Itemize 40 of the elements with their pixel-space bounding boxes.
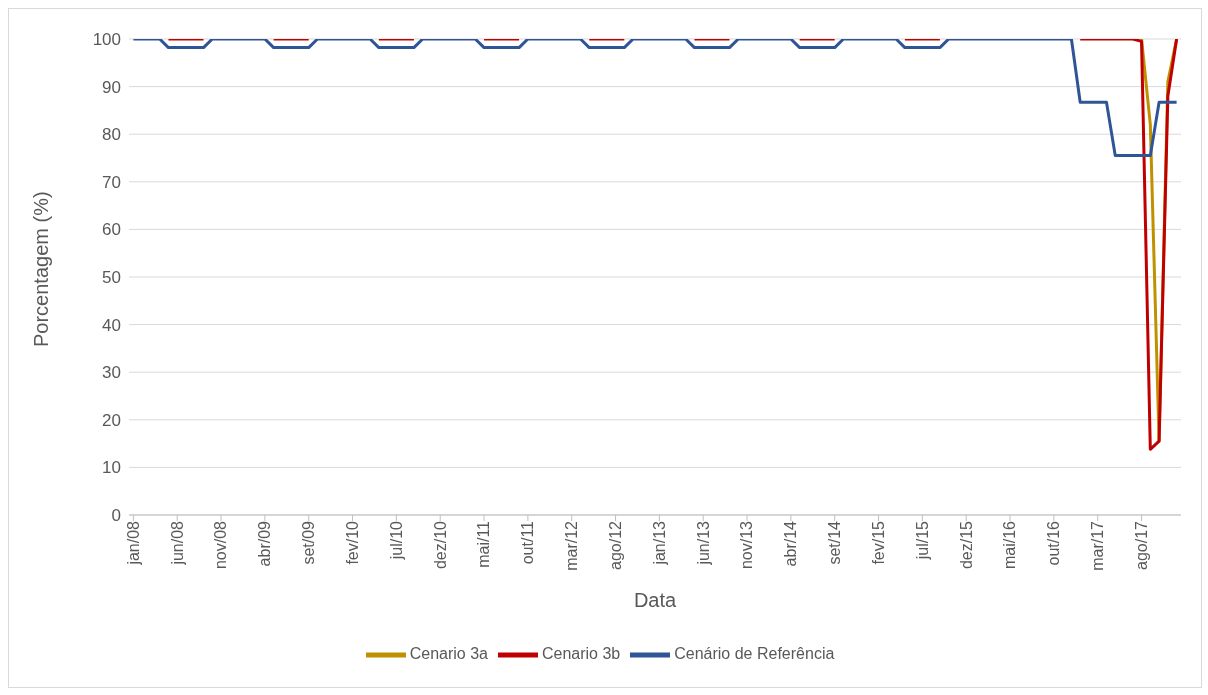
- y-tick-label: 10: [102, 458, 121, 478]
- x-tick-label: jun/13: [694, 520, 712, 566]
- x-tick-label: dez/10: [431, 520, 449, 570]
- legend-label: Cenario 3a: [409, 645, 488, 663]
- x-tick-label: dez/15: [957, 520, 975, 570]
- y-tick-label: 0: [111, 506, 121, 526]
- x-tick-label: mar/17: [1089, 520, 1107, 571]
- x-tick-label: jun/08: [168, 520, 186, 566]
- x-tick-label: jan/13: [650, 520, 668, 566]
- x-tick-label: abr/14: [782, 520, 800, 567]
- x-tick-label: mai/11: [475, 520, 493, 568]
- y-tick-label: 90: [102, 77, 121, 97]
- x-axis-title: Data: [633, 589, 677, 611]
- x-tick-label: nov/13: [738, 520, 756, 570]
- x-tick-label: jul/15: [913, 520, 931, 561]
- x-tick-label: mar/12: [563, 520, 581, 571]
- x-tick-label: fev/15: [869, 520, 887, 565]
- x-tick-label: set/14: [826, 520, 844, 565]
- x-tick-label: jan/08: [124, 520, 142, 566]
- y-axis-title: Porcentagem (%): [30, 191, 53, 347]
- x-tick-label: set/09: [300, 520, 318, 565]
- y-tick-label: 60: [102, 220, 121, 240]
- legend-label: Cenário de Referência: [674, 645, 835, 663]
- legend-label: Cenario 3b: [541, 645, 621, 663]
- x-tick-label: abr/09: [256, 520, 274, 567]
- y-tick-label: 20: [102, 410, 121, 430]
- x-tick-label: ago/17: [1132, 520, 1150, 570]
- x-tick-label: ago/12: [606, 520, 624, 570]
- y-tick-label: 100: [92, 30, 121, 50]
- y-tick-label: 50: [102, 268, 121, 288]
- x-tick-label: out/16: [1045, 520, 1063, 566]
- y-tick-label: 30: [102, 363, 121, 383]
- y-tick-label: 40: [102, 315, 121, 335]
- y-tick-label: 70: [102, 172, 121, 192]
- x-tick-label: mai/16: [1001, 520, 1019, 570]
- y-tick-label: 80: [102, 125, 121, 145]
- x-tick-label: fev/10: [343, 520, 361, 565]
- x-tick-label: jul/10: [387, 520, 405, 561]
- x-tick-label: out/11: [519, 520, 537, 565]
- x-tick-label: nov/08: [212, 520, 230, 570]
